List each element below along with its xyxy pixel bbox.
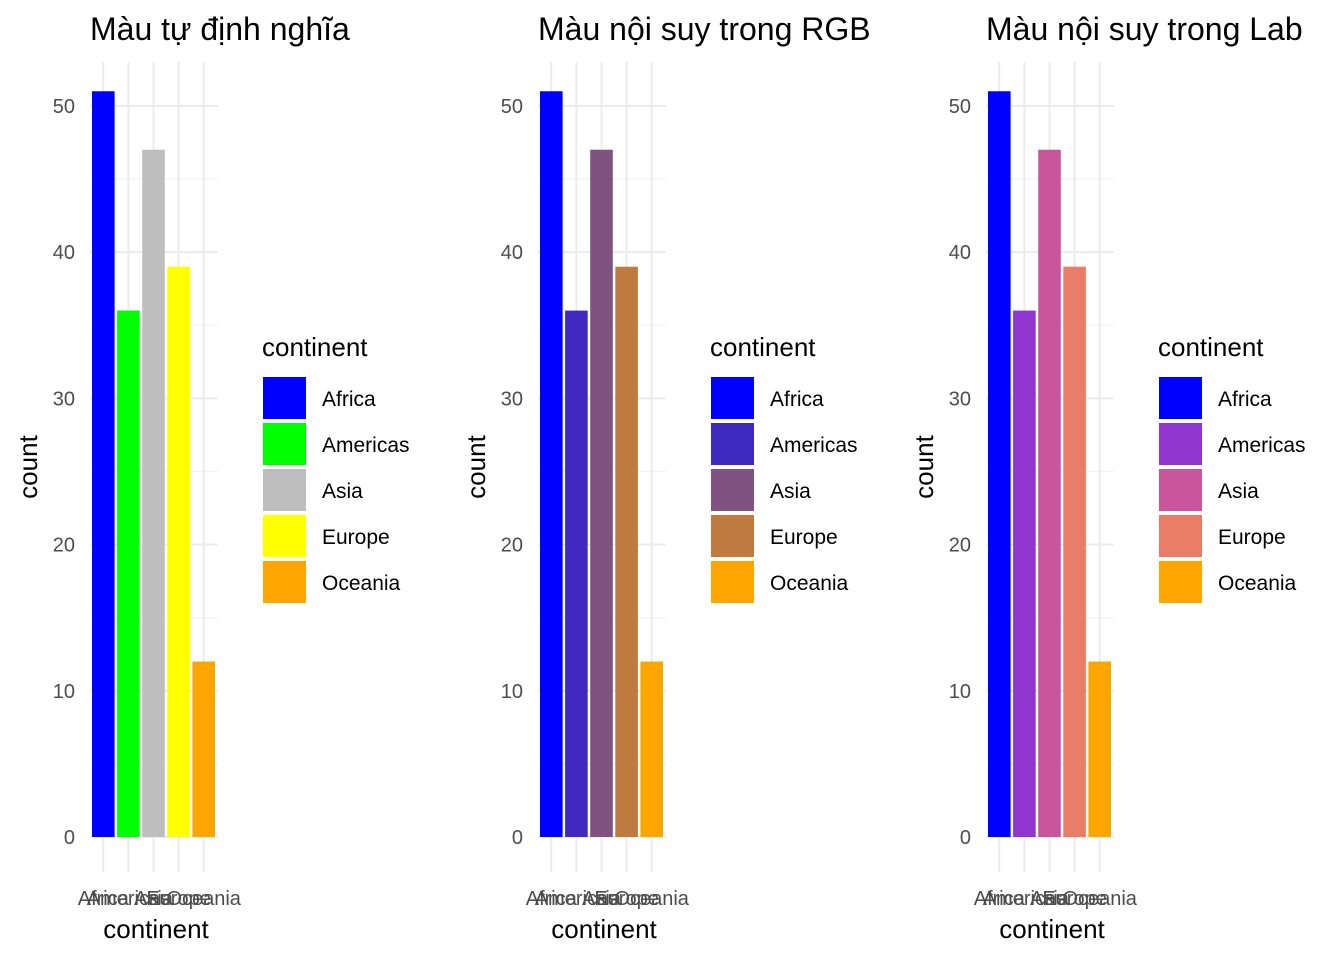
x-tick-label: Africa — [526, 888, 578, 910]
y-tick-label: 20 — [53, 535, 75, 557]
y-tick-label: 50 — [501, 96, 523, 118]
legend-key-oceania — [711, 561, 754, 603]
y-tick-label: 50 — [53, 96, 75, 118]
legend-label: Europe — [1218, 526, 1286, 549]
bar-oceania — [192, 661, 215, 837]
bar-africa — [988, 91, 1011, 837]
legend-key-africa — [263, 377, 306, 419]
y-tick-label: 40 — [501, 242, 523, 264]
legend-title: continent — [710, 332, 816, 362]
bar-asia — [590, 149, 613, 838]
y-tick-label: 40 — [53, 242, 75, 264]
legend-key-oceania — [263, 561, 306, 603]
x-axis-title: continent — [551, 914, 657, 944]
legend-label: Oceania — [322, 572, 401, 595]
y-axis-title: count — [461, 434, 491, 498]
bar-asia — [1038, 149, 1061, 838]
legend-title: continent — [1158, 332, 1264, 362]
y-tick-label: 20 — [501, 535, 523, 557]
bar-americas — [117, 310, 140, 837]
chart-panel-2: 01020304050AfricaAmericasAsiaEuropeOcean… — [461, 11, 871, 944]
y-tick-label: 0 — [64, 827, 75, 849]
bar-europe — [167, 266, 190, 837]
y-tick-label: 30 — [53, 388, 75, 410]
legend: continent Africa Americas Asia Europe Oceania — [710, 332, 858, 603]
x-tick-label: Oceania — [1062, 888, 1137, 910]
legend-key-europe — [711, 515, 754, 557]
legend-key-europe — [1159, 515, 1202, 557]
legend-key-americas — [711, 423, 754, 465]
legend-key-africa — [711, 377, 754, 419]
legend-label: Americas — [1218, 434, 1306, 457]
x-tick-label: Americas — [535, 888, 618, 910]
legend-label: Americas — [770, 434, 858, 457]
legend-key-asia — [711, 469, 754, 511]
legend-label: Africa — [770, 388, 824, 411]
y-tick-label: 50 — [949, 96, 971, 118]
bar-africa — [540, 91, 563, 837]
legend: continent Africa Americas Asia Europe Oceania — [262, 332, 410, 603]
legend-key-americas — [1159, 423, 1202, 465]
x-tick-label: Europe — [146, 888, 211, 910]
y-tick-label: 30 — [501, 388, 523, 410]
legend-label: Oceania — [770, 572, 849, 595]
bar-asia — [142, 149, 165, 838]
legend-key-asia — [263, 469, 306, 511]
x-tick-label: Americas — [87, 888, 170, 910]
chart-title: Màu nội suy trong RGB — [538, 11, 871, 47]
legend-key-americas — [263, 423, 306, 465]
legend-label: Africa — [1218, 388, 1272, 411]
legend-title: continent — [262, 332, 368, 362]
legend-key-africa — [1159, 377, 1202, 419]
legend: continent Africa Americas Asia Europe Oceania — [1158, 332, 1306, 603]
legend-label: Europe — [770, 526, 838, 549]
y-tick-label: 20 — [949, 535, 971, 557]
x-tick-label: Asia — [582, 888, 622, 910]
legend-label: Oceania — [1218, 572, 1297, 595]
y-tick-label: 30 — [949, 388, 971, 410]
legend-label: Americas — [322, 434, 410, 457]
legend-label: Europe — [322, 526, 390, 549]
y-tick-label: 10 — [53, 681, 75, 703]
legend-key-europe — [263, 515, 306, 557]
legend-key-oceania — [1159, 561, 1202, 603]
legend-label: Asia — [770, 480, 811, 503]
legend-key-asia — [1159, 469, 1202, 511]
x-tick-label: Americas — [983, 888, 1066, 910]
x-tick-label: Asia — [134, 888, 174, 910]
chart-panel-3: 01020304050AfricaAmericasAsiaEuropeOcean… — [909, 11, 1306, 944]
chart-title: Màu nội suy trong Lab — [986, 11, 1303, 47]
legend-label: Africa — [322, 388, 376, 411]
y-axis-title: count — [13, 434, 43, 498]
y-tick-label: 10 — [949, 681, 971, 703]
x-tick-label: Europe — [594, 888, 659, 910]
x-tick-label: Oceania — [614, 888, 689, 910]
legend-label: Asia — [322, 480, 363, 503]
x-tick-label: Africa — [974, 888, 1026, 910]
bar-oceania — [1088, 661, 1111, 837]
bar-europe — [1063, 266, 1086, 837]
bar-oceania — [640, 661, 663, 837]
y-axis-title: count — [909, 434, 939, 498]
x-tick-label: Oceania — [166, 888, 241, 910]
y-tick-label: 10 — [501, 681, 523, 703]
bar-americas — [565, 310, 588, 837]
y-tick-label: 0 — [512, 827, 523, 849]
x-tick-label: Europe — [1042, 888, 1107, 910]
x-tick-label: Africa — [78, 888, 130, 910]
y-tick-label: 40 — [949, 242, 971, 264]
bar-americas — [1013, 310, 1036, 837]
y-tick-label: 0 — [960, 827, 971, 849]
x-axis-title: continent — [999, 914, 1105, 944]
x-axis-title: continent — [103, 914, 209, 944]
bar-europe — [615, 266, 638, 837]
chart-panel-1: 01020304050AfricaAmericasAsiaEuropeOcean… — [13, 11, 410, 944]
legend-label: Asia — [1218, 480, 1259, 503]
chart-title: Màu tự định nghĩa — [90, 11, 350, 47]
x-tick-label: Asia — [1030, 888, 1070, 910]
bar-africa — [92, 91, 115, 837]
